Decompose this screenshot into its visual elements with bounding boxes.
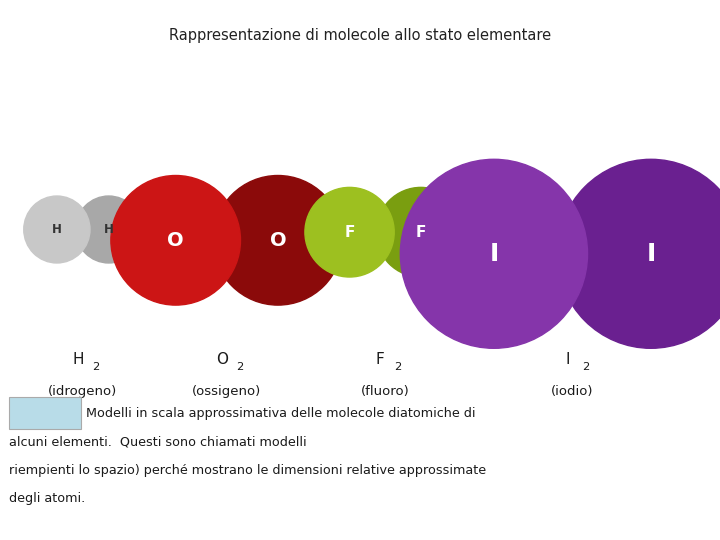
Text: 2: 2 <box>395 362 402 372</box>
Ellipse shape <box>213 176 343 305</box>
Text: O: O <box>167 231 184 250</box>
Text: 2: 2 <box>582 362 589 372</box>
Text: I: I <box>647 242 655 266</box>
Ellipse shape <box>400 159 588 348</box>
Text: 2: 2 <box>236 362 243 372</box>
Ellipse shape <box>377 187 466 277</box>
Text: O: O <box>216 352 228 367</box>
Text: F: F <box>376 352 384 367</box>
Text: F: F <box>415 225 426 240</box>
Text: riempienti lo spazio) perché mostrano le dimensioni relative approssimate: riempienti lo spazio) perché mostrano le… <box>9 464 487 477</box>
Ellipse shape <box>76 196 142 263</box>
Ellipse shape <box>557 159 720 348</box>
Text: (idrogeno): (idrogeno) <box>48 385 117 398</box>
Text: H: H <box>72 352 84 367</box>
Text: alcuni elementi.  Questi sono chiamati modelli: alcuni elementi. Questi sono chiamati mo… <box>9 435 311 448</box>
Text: (fluoro): (fluoro) <box>361 385 410 398</box>
Text: 2: 2 <box>92 362 99 372</box>
Text: degli atomi.: degli atomi. <box>9 492 86 505</box>
Text: I: I <box>565 352 570 367</box>
Text: (ossigeno): (ossigeno) <box>192 385 261 398</box>
Text: (iodio): (iodio) <box>551 385 594 398</box>
Text: Rappresentazione di molecole allo stato elementare: Rappresentazione di molecole allo stato … <box>169 28 551 43</box>
Text: H: H <box>52 223 62 236</box>
Text: I: I <box>490 242 498 266</box>
Text: H: H <box>104 223 114 236</box>
Ellipse shape <box>24 196 90 263</box>
Text: F: F <box>344 225 355 240</box>
Text: Modelli in scala approssimativa delle molecole diatomiche di: Modelli in scala approssimativa delle mo… <box>86 407 476 420</box>
FancyBboxPatch shape <box>9 397 81 429</box>
Text: O: O <box>269 231 287 250</box>
Ellipse shape <box>111 176 240 305</box>
Ellipse shape <box>305 187 395 277</box>
